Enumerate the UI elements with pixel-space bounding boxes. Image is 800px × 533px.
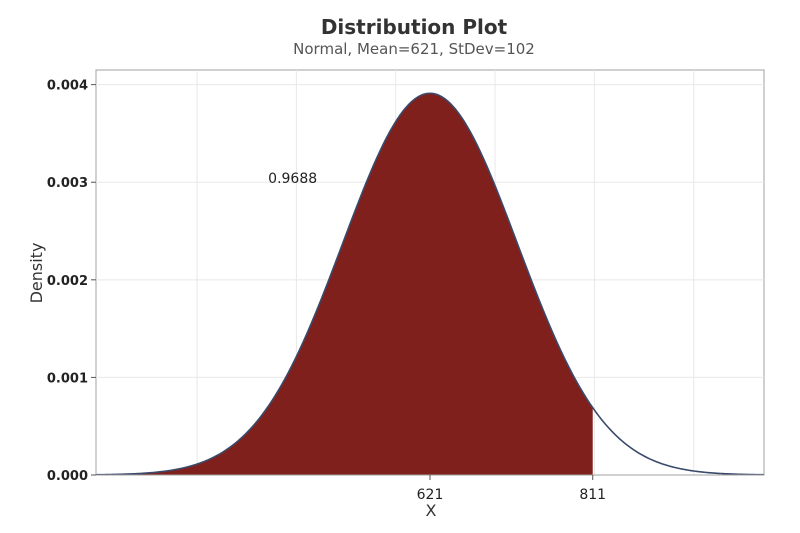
chart-subtitle: Normal, Mean=621, StDev=102: [293, 40, 535, 58]
probability-label: 0.9688: [268, 171, 317, 187]
y-axis-label: Density: [27, 243, 46, 304]
y-tick-label: 0.004: [47, 79, 88, 94]
density-curve: [95, 92, 765, 476]
x-axis-ticks: 621 811: [417, 475, 606, 503]
y-tick-label: 0.000: [47, 469, 88, 484]
x-tick-label: 811: [579, 487, 606, 503]
x-axis-label: X: [426, 501, 437, 520]
y-tick-label: 0.002: [47, 274, 88, 289]
shaded-probability-area: [96, 93, 593, 476]
x-tick-label: 621: [417, 487, 444, 503]
y-tick-label: 0.003: [47, 176, 88, 191]
chart-title: Distribution Plot: [321, 15, 508, 39]
y-axis-ticks: 0.000 0.001 0.002 0.003 0.004: [47, 79, 96, 484]
y-tick-label: 0.001: [47, 371, 88, 386]
